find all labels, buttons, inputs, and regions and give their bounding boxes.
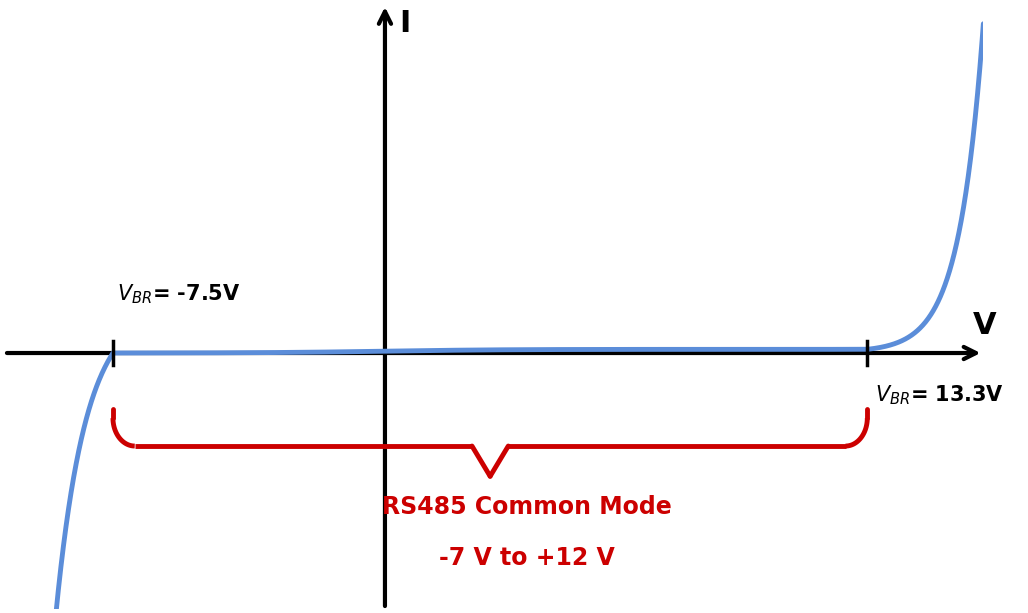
Text: V: V <box>972 311 996 340</box>
Text: $V_{BR}$= -7.5V: $V_{BR}$= -7.5V <box>116 283 241 306</box>
Text: I: I <box>400 9 411 38</box>
Text: $V_{BR}$= 13.3V: $V_{BR}$= 13.3V <box>875 383 1003 407</box>
Text: -7 V to +12 V: -7 V to +12 V <box>439 546 615 570</box>
Text: RS485 Common Mode: RS485 Common Mode <box>381 495 671 519</box>
